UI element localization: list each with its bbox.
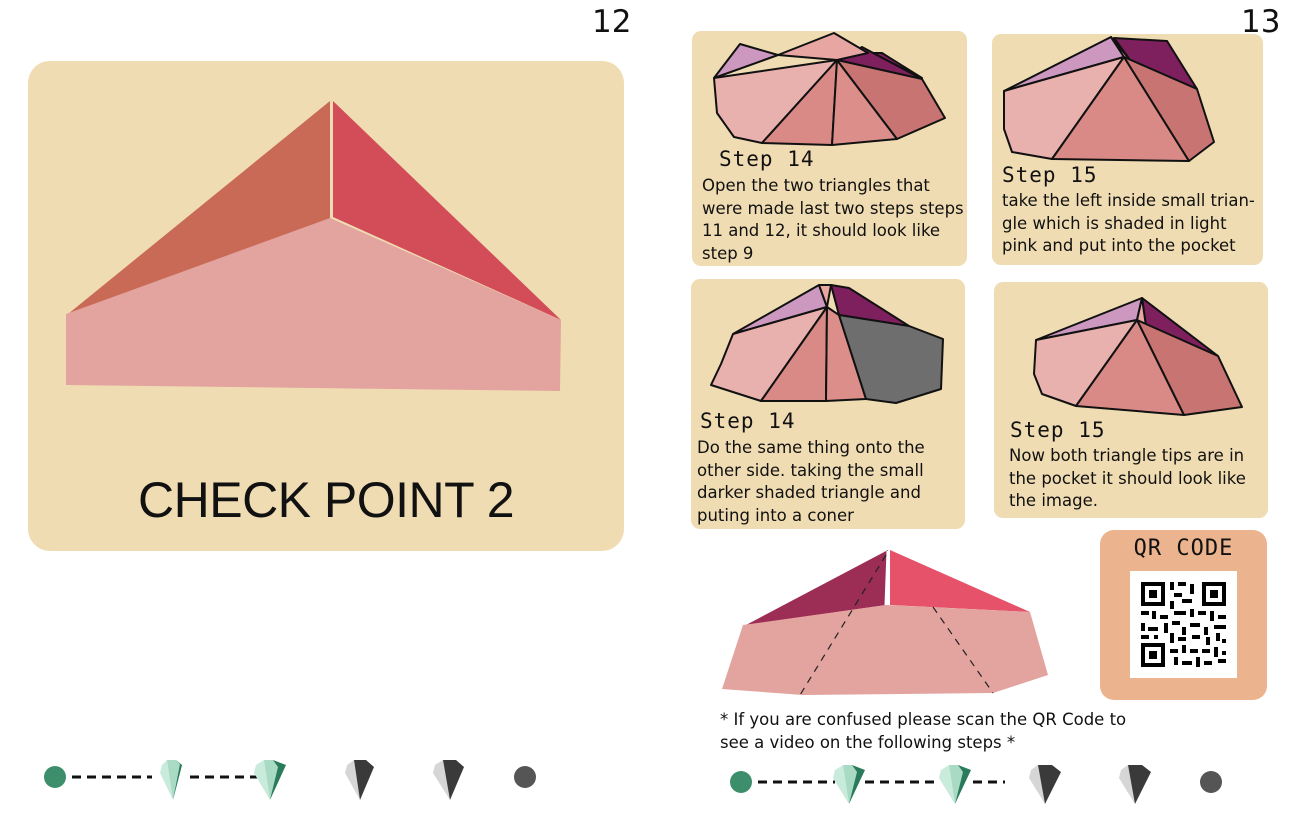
progress-start-dot (730, 771, 752, 793)
page-number-left: 12 (592, 4, 632, 40)
step-illustration (1033, 297, 1243, 416)
step-title: Step 15 (1002, 163, 1098, 187)
qr-code[interactable] (1130, 571, 1237, 678)
step-card: Step 14 Do the same thing onto the other… (691, 279, 965, 529)
step-card: Step 15 take the left inside small trian… (992, 34, 1263, 265)
step-title: Step 14 (719, 147, 815, 171)
checkpoint-illustration (66, 101, 561, 391)
checkpoint-title: CHECK POINT 2 (138, 472, 515, 528)
progress-end-dot (1200, 771, 1222, 793)
step-description: Open the two triangles that were made la… (702, 176, 964, 263)
progress-heart-icon (345, 760, 374, 800)
step-description: Do the same thing onto the other side. t… (697, 438, 925, 525)
progress-end-dot (514, 766, 536, 788)
step-illustration (713, 32, 946, 146)
step-illustration (710, 284, 944, 404)
step-card: Step 15 Now both triangle tips are in th… (994, 282, 1268, 518)
checkpoint-card: CHECK POINT 2 (28, 61, 624, 551)
footnote: * If you are confused please scan the QR… (720, 710, 1127, 752)
progress-heart-icon (160, 760, 182, 800)
progress-heart-icon (1029, 765, 1061, 804)
progress-tracker-left (44, 760, 536, 800)
progress-heart-icon (433, 760, 464, 800)
step-card: Step 14 Open the two triangles that were… (692, 31, 967, 266)
step-description: Now both triangle tips are in the pocket… (1009, 446, 1246, 510)
progress-heart-icon (1119, 765, 1151, 804)
final-shape-illustration (722, 550, 1048, 696)
qr-code-card: QR CODE (1100, 530, 1267, 700)
step-title: Step 15 (1010, 418, 1106, 442)
progress-heart-icon (939, 765, 971, 804)
step-title: Step 14 (700, 409, 796, 433)
step-illustration (1003, 36, 1215, 162)
progress-start-dot (44, 766, 66, 788)
qr-code-title: QR CODE (1133, 536, 1234, 561)
progress-heart-icon (833, 765, 865, 804)
progress-heart-icon (254, 760, 286, 800)
progress-tracker-right (730, 765, 1222, 804)
step-description: take the left inside small trian-gle whi… (1002, 191, 1255, 255)
